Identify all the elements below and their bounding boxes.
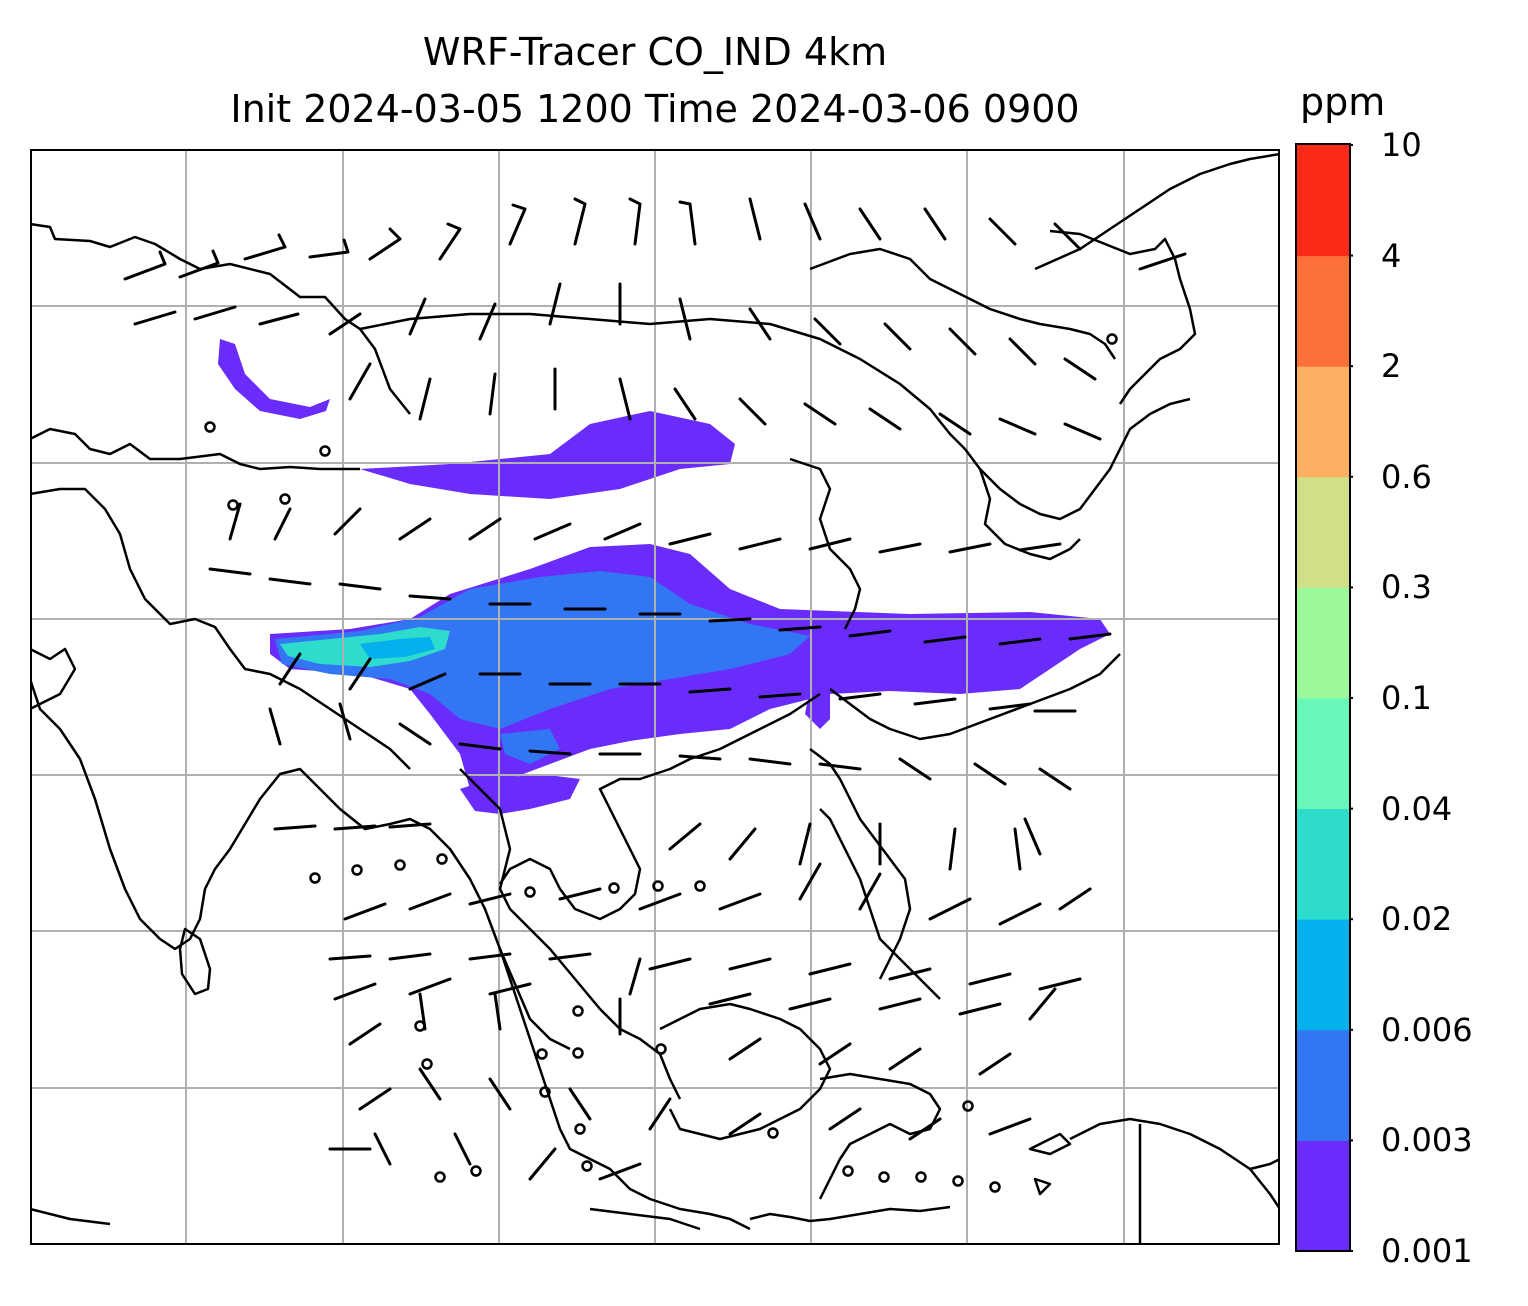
colorbar-tick-label: 0.001 — [1381, 1232, 1473, 1270]
colorbar — [1295, 143, 1353, 1252]
colorbar-segment — [1297, 808, 1349, 920]
colorbar-segment — [1297, 919, 1349, 1031]
colorbar-segment — [1297, 476, 1349, 588]
colorbar-tick-label: 0.1 — [1381, 679, 1432, 717]
colorbar-tick-label: 4 — [1381, 236, 1402, 275]
calm-wind-circles — [204, 333, 1118, 1193]
colorbar-segment — [1297, 366, 1349, 478]
colorbar-tick-label: 10 — [1381, 126, 1422, 164]
colorbar-tick-label: 0.02 — [1381, 900, 1453, 939]
co-plume-core — [360, 637, 435, 659]
colorbar-segment — [1297, 255, 1349, 367]
colorbar-units-label: ppm — [1300, 80, 1386, 124]
map-panel — [30, 149, 1280, 1245]
co-plume-mid — [275, 571, 810, 764]
plot-title-line1: WRF-Tracer CO_IND 4km — [422, 30, 888, 74]
colorbar-tick-label: 0.3 — [1381, 568, 1432, 607]
colorbar-segment — [1297, 587, 1349, 699]
colorbar-tick-label: 0.04 — [1381, 789, 1453, 828]
map-frame — [30, 149, 1280, 1245]
co-plume-outer — [218, 339, 1110, 814]
colorbar-segment — [1297, 1029, 1349, 1141]
colorbar-tick-label: 2 — [1381, 347, 1402, 386]
colorbar-tick-label: 0.6 — [1381, 457, 1432, 496]
wind-barbs — [123, 197, 1187, 1181]
colorbar-tick-label: 0.003 — [1381, 1121, 1473, 1160]
colorbar-tick-label: 0.006 — [1381, 1010, 1473, 1049]
colorbar-segment — [1297, 145, 1349, 257]
colorbar-segment — [1297, 698, 1349, 810]
colorbar-segment — [1297, 1140, 1349, 1252]
plot-title-line2: Init 2024-03-05 1200 Time 2024-03-06 090… — [230, 87, 1080, 131]
